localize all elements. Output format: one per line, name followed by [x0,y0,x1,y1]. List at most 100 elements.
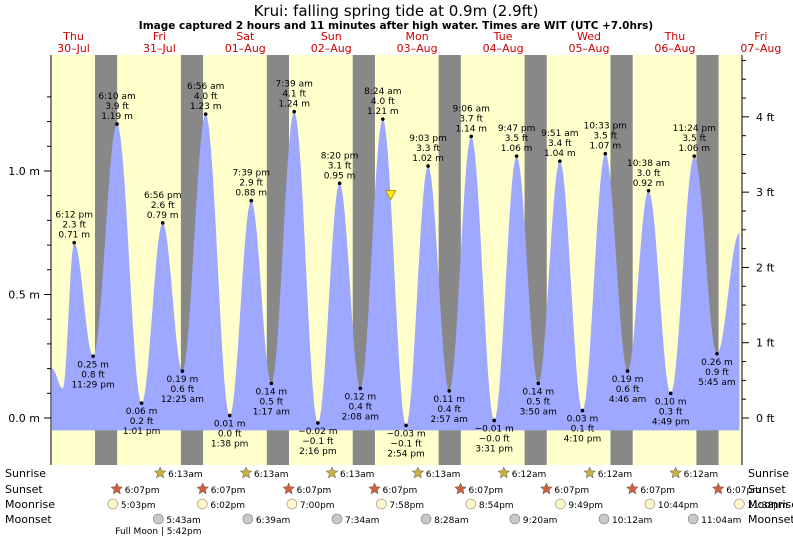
day-date: 04–Aug [483,42,524,55]
tide-point [380,117,385,121]
tide-height-m: 1.07 m [589,142,621,152]
sunrise-star-icon [239,466,253,479]
moonrise-icon [107,498,119,510]
tide-point [160,221,165,225]
moonset-time: 7:34am [345,516,380,526]
tide-height-ft: 3.4 ft [548,139,572,149]
y-tick-label: 0.5 m [8,289,40,302]
tide-height-ft: 3.9 ft [105,102,129,112]
sunset-star-icon [282,482,295,495]
sunrise-time: 6:12am [512,470,547,480]
high-tide-label: 11:24 pm3.5 ft1.06 m [673,124,716,158]
tide-height-m: 1.19 m [101,112,133,122]
tide-point [337,181,342,186]
moonrise-time: 7:58pm [389,501,424,511]
day-name: Wed [577,30,601,43]
tide-point [180,369,185,373]
high-tide-label: 6:56 pm2.6 ft0.79 m [144,191,182,225]
sunrise-time: 6:13am [254,470,289,480]
tide-time: 9:03 pm [409,134,447,144]
moonrise-time: 5:03pm [121,501,156,511]
tide-height-ft: 4.0 ft [194,92,218,102]
tide-point [91,354,95,359]
tide-time: 4:49 pm [652,417,690,427]
high-tide-label: 9:47 pm3.5 ft1.06 m [498,124,535,158]
sunrise-time: 6:13am [340,470,375,480]
day-date: 03–Aug [397,42,438,55]
low-tide-label: −0.03 m−0.1 ft2:54 pm [386,423,426,459]
tide-height-m: 0.88 m [235,189,267,199]
y-tick-label: 0 ft [756,412,775,425]
high-tide-label: 7:39 pm2.9 ft0.88 m [232,169,270,203]
day-name: Fri [153,30,166,43]
tide-time: 12:25 am [161,395,204,405]
tide-height-m: 0.03 m [567,415,599,425]
tide-height-m: 1.24 m [278,100,310,110]
moonset-time: 6:39am [256,516,290,526]
low-tide-label: 0.01 m0.0 ft1:38 pm [211,413,248,450]
day-date: 02–Aug [311,42,352,55]
tide-time: 3:31 pm [475,444,513,454]
tide-height-ft: 4.0 ft [371,97,395,107]
moonset-icon [598,513,610,525]
tide-point [668,391,673,396]
moonrise-icon [734,498,745,510]
tide-height-m: 0.14 m [256,387,288,397]
moonrise-time: 6:02pm [210,501,245,511]
almanac-events: 6:13am 6:13am 6:13am 6:13am 6:12am 6:12am 6:12… [107,466,788,537]
tide-height-m: 0.06 m [126,407,158,417]
sunrise-time: 6:13am [168,470,203,480]
tide-height-m: 1.14 m [455,124,487,134]
tide-point [249,198,254,203]
row-label-right: Sunset [748,483,786,496]
tide-height-m: 0.01 m [214,420,246,430]
tide-height-m: 1.21 m [367,107,399,117]
tide-time: 1:01 pm [123,427,161,437]
tide-height-ft: 3.0 ft [637,169,661,179]
tide-height-ft: 0.6 ft [171,385,195,395]
tide-point [447,389,452,393]
tide-height-m: 1.06 m [678,144,710,154]
y-tick-label: 0.0 m [8,412,40,425]
tide-point [646,188,651,193]
low-tide-label: 0.10 m0.3 ft4:49 pm [652,391,690,427]
tide-time: 2:16 pm [299,447,337,457]
tide-height-ft: −0.1 ft [302,437,334,447]
full-moon-label: Full Moon | 5:42pm [115,527,201,537]
almanac-row-labels: Sunrise Sunrise Sunset Sunset Moonrise Moonri… [5,467,793,526]
tide-time: 7:39 am [276,80,313,90]
tide-height-ft: 0.8 ft [81,370,105,380]
tide-time: 1:17 am [253,407,290,417]
sunset-star-icon [711,482,725,495]
day-name: Fri [754,30,767,43]
tide-time: 5:45 am [698,378,735,388]
tide-point [492,418,497,423]
y-tick-label: 4 ft [756,111,775,124]
sunset-time: 6:07pm [468,486,503,496]
almanac-panel [0,465,793,538]
tide-time: 6:56 am [187,82,224,92]
sunset-star-icon [454,482,467,495]
tide-height-ft: 2.3 ft [62,221,86,231]
tide-height-ft: 2.6 ft [151,201,175,211]
tide-point [316,421,320,425]
sunset-time: 6:07pm [640,486,675,496]
day-name: Sun [321,30,342,43]
tide-point [115,122,119,126]
y-tick-label: 1 ft [756,337,775,350]
tide-height-m: 1.06 m [501,144,533,154]
sunrise-star-icon [583,466,597,479]
tide-time: 2:08 am [342,412,379,422]
tide-height-ft: 4.1 ft [282,90,306,100]
tide-time: 10:33 pm [584,122,627,132]
tide-height-ft: −0.1 ft [390,439,422,449]
moonrise-icon [197,498,208,510]
tide-point [536,381,541,386]
tide-height-ft: 3.5 ft [682,134,706,144]
day-date: 01–Aug [225,42,266,55]
y-axis-left: 0.0 m 0.5 m 1.0 m [8,55,52,465]
sunset-time: 6:07pm [297,486,332,496]
tide-height-m: 0.10 m [655,397,687,407]
